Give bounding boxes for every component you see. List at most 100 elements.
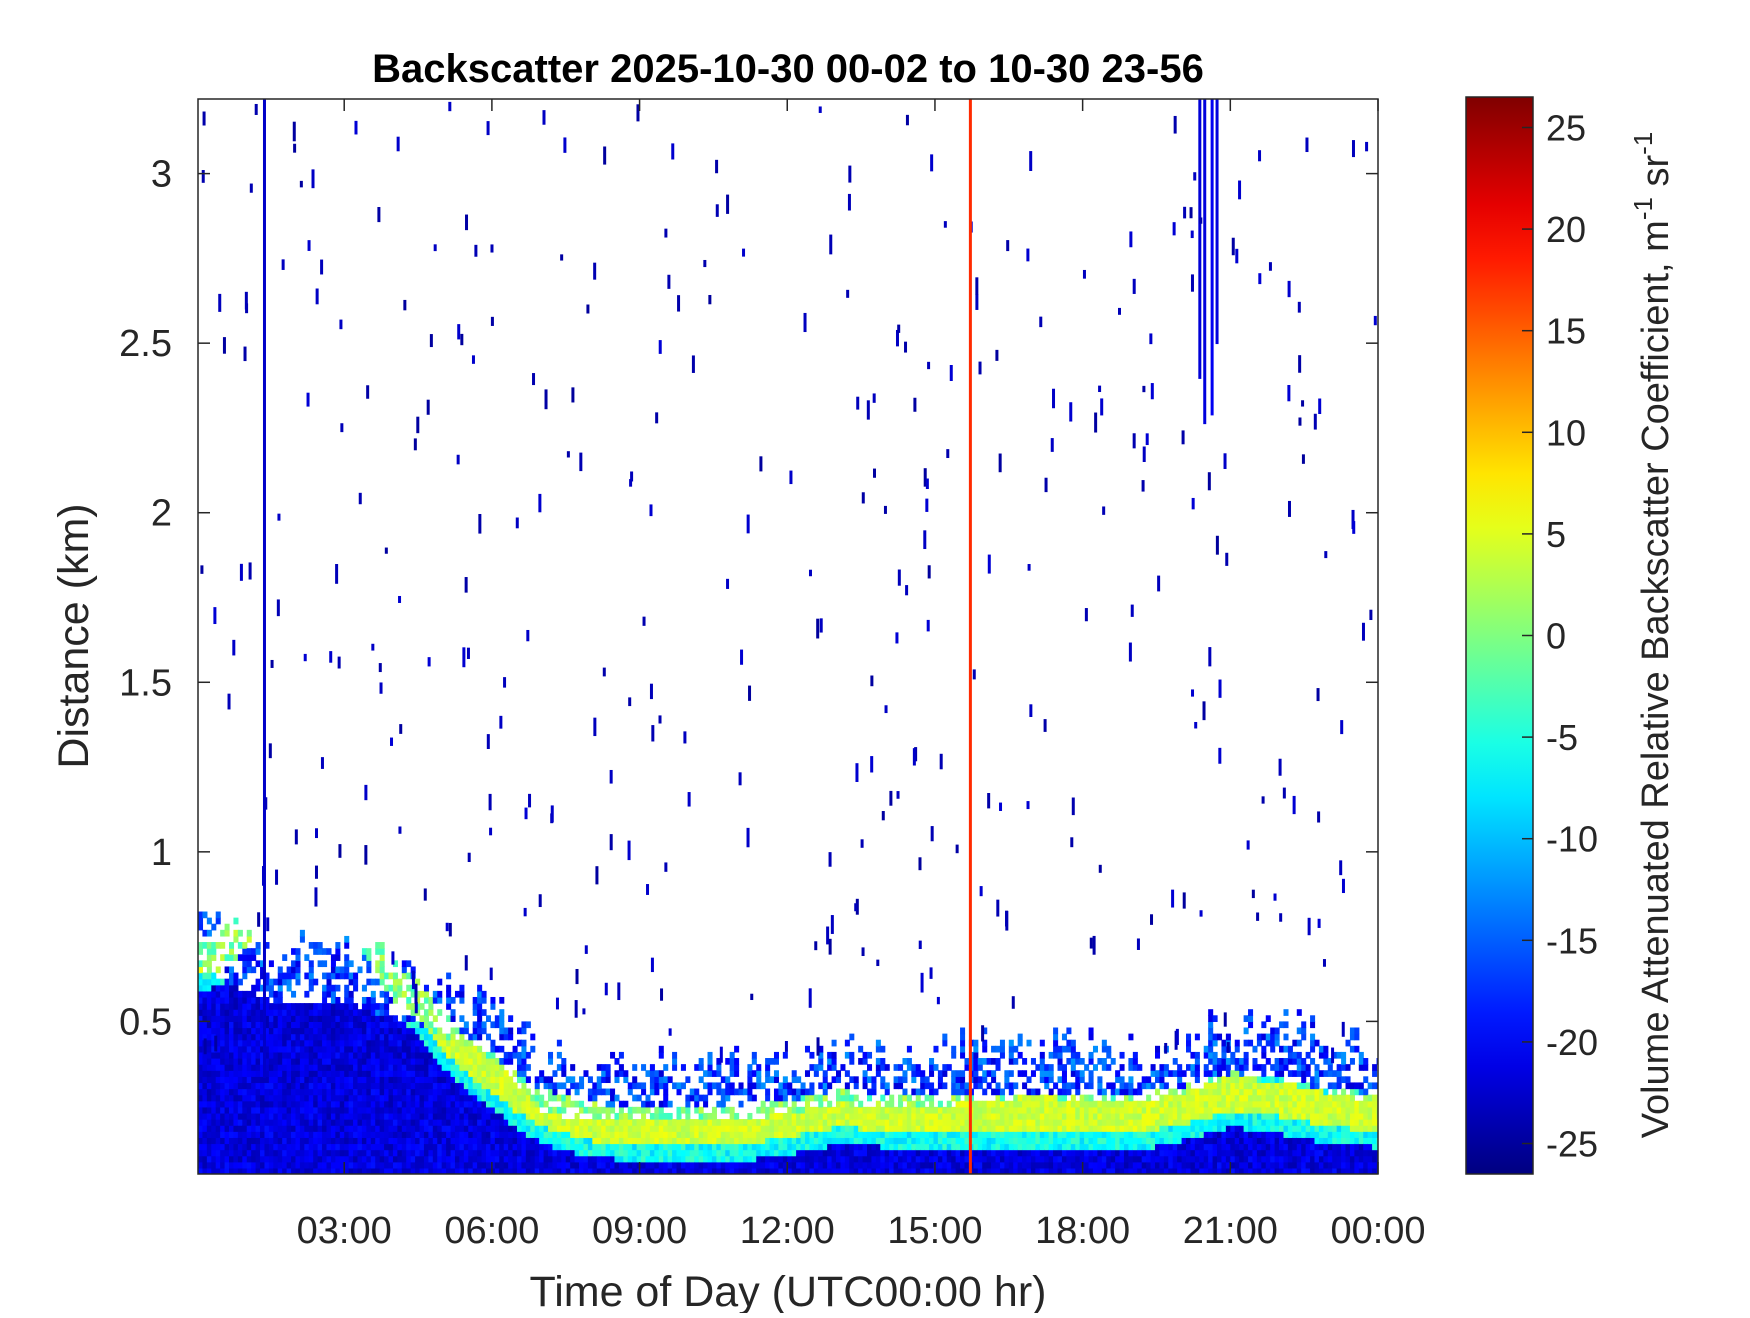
field-cell bbox=[526, 1162, 531, 1169]
field-cell bbox=[207, 1034, 212, 1041]
field-cell bbox=[894, 1131, 899, 1138]
field-cell bbox=[1120, 1119, 1125, 1126]
field-cell bbox=[366, 1058, 371, 1065]
field-cell bbox=[238, 930, 243, 937]
field-cell bbox=[1204, 1070, 1209, 1077]
field-cell bbox=[530, 1119, 535, 1126]
field-cell bbox=[508, 1034, 513, 1041]
field-cell bbox=[428, 1125, 433, 1132]
field-cell bbox=[251, 1058, 256, 1065]
field-cell bbox=[1128, 1089, 1133, 1096]
field-cell bbox=[1252, 1137, 1257, 1144]
field-cell bbox=[428, 1150, 433, 1157]
field-cell bbox=[508, 1089, 513, 1096]
field-cell bbox=[335, 1003, 340, 1010]
field-cell bbox=[827, 1058, 832, 1065]
field-cell bbox=[335, 1101, 340, 1108]
field-cell bbox=[473, 1034, 478, 1041]
field-cell bbox=[960, 1101, 965, 1108]
field-cell bbox=[389, 1101, 394, 1108]
field-cell bbox=[459, 1070, 464, 1077]
field-cell bbox=[929, 1070, 934, 1077]
field-cell bbox=[863, 1058, 868, 1065]
field-cell bbox=[366, 1028, 371, 1035]
field-cell bbox=[1235, 1070, 1240, 1077]
field-cell bbox=[730, 1137, 735, 1144]
field-cell bbox=[1186, 1150, 1191, 1157]
field-cell bbox=[278, 1137, 283, 1144]
field-cell bbox=[770, 1131, 775, 1138]
field-cell bbox=[557, 1150, 562, 1157]
field-cell bbox=[207, 1082, 212, 1089]
field-cell bbox=[1190, 1052, 1195, 1059]
field-cell bbox=[229, 1137, 234, 1144]
field-cell bbox=[477, 1107, 482, 1114]
field-cell bbox=[570, 1064, 575, 1071]
field-cell bbox=[907, 1064, 912, 1071]
field-cell bbox=[273, 1125, 278, 1132]
field-cell bbox=[411, 1107, 416, 1114]
field-cell bbox=[482, 997, 487, 1004]
field-cell bbox=[1058, 1064, 1063, 1071]
field-cell bbox=[685, 1076, 690, 1083]
field-cell bbox=[1252, 1058, 1257, 1065]
field-cell bbox=[477, 1125, 482, 1132]
field-cell bbox=[942, 1107, 947, 1114]
field-cell bbox=[1097, 1107, 1102, 1114]
field-cell bbox=[863, 1162, 868, 1169]
field-cell bbox=[1208, 1089, 1213, 1096]
field-cell bbox=[1230, 1143, 1235, 1150]
field-cell bbox=[468, 1034, 473, 1041]
field-cell bbox=[606, 1076, 611, 1083]
field-cell bbox=[358, 1028, 363, 1035]
field-cell bbox=[353, 1082, 358, 1089]
field-cell bbox=[1040, 1113, 1045, 1120]
field-cell bbox=[929, 1082, 934, 1089]
field-cell bbox=[278, 1034, 283, 1041]
field-cell bbox=[973, 1101, 978, 1108]
field-cell bbox=[406, 1040, 411, 1047]
field-cell bbox=[318, 1003, 323, 1010]
field-cell bbox=[508, 1143, 513, 1150]
field-cell bbox=[202, 1028, 207, 1035]
field-cell bbox=[809, 1125, 814, 1132]
field-cell bbox=[597, 1113, 602, 1120]
field-cell bbox=[606, 1070, 611, 1077]
field-cell bbox=[202, 1058, 207, 1065]
field-cell bbox=[366, 1107, 371, 1114]
field-cell bbox=[747, 1125, 752, 1132]
field-cell bbox=[442, 1156, 447, 1163]
field-cell bbox=[295, 1162, 300, 1169]
field-cell bbox=[304, 1040, 309, 1047]
field-cell bbox=[331, 973, 336, 980]
field-cell bbox=[849, 1058, 854, 1065]
field-cell bbox=[1177, 1070, 1182, 1077]
field-cell bbox=[309, 1156, 314, 1163]
field-cell bbox=[823, 1125, 828, 1132]
field-cell bbox=[247, 1040, 252, 1047]
field-cell bbox=[256, 948, 261, 955]
field-cell bbox=[318, 1034, 323, 1041]
field-cell bbox=[420, 1156, 425, 1163]
field-cell bbox=[393, 1070, 398, 1077]
field-cell bbox=[863, 1107, 868, 1114]
field-cell bbox=[393, 991, 398, 998]
field-cell bbox=[402, 1082, 407, 1089]
field-cell bbox=[699, 1095, 704, 1102]
field-cell bbox=[920, 1137, 925, 1144]
field-cell bbox=[583, 1150, 588, 1157]
field-cell bbox=[406, 1015, 411, 1022]
field-cell bbox=[397, 1052, 402, 1059]
field-cell bbox=[1244, 1076, 1249, 1083]
field-cell bbox=[1151, 1070, 1156, 1077]
field-cell bbox=[1266, 1131, 1271, 1138]
field-cell bbox=[371, 1089, 376, 1096]
field-cell bbox=[1173, 1058, 1178, 1065]
field-cell bbox=[1004, 1137, 1009, 1144]
field-cell bbox=[264, 1095, 269, 1102]
field-cell bbox=[295, 1107, 300, 1114]
field-cell bbox=[1266, 1040, 1271, 1047]
field-cell bbox=[1066, 1137, 1071, 1144]
field-cell bbox=[477, 1058, 482, 1065]
field-cell bbox=[1066, 1162, 1071, 1169]
